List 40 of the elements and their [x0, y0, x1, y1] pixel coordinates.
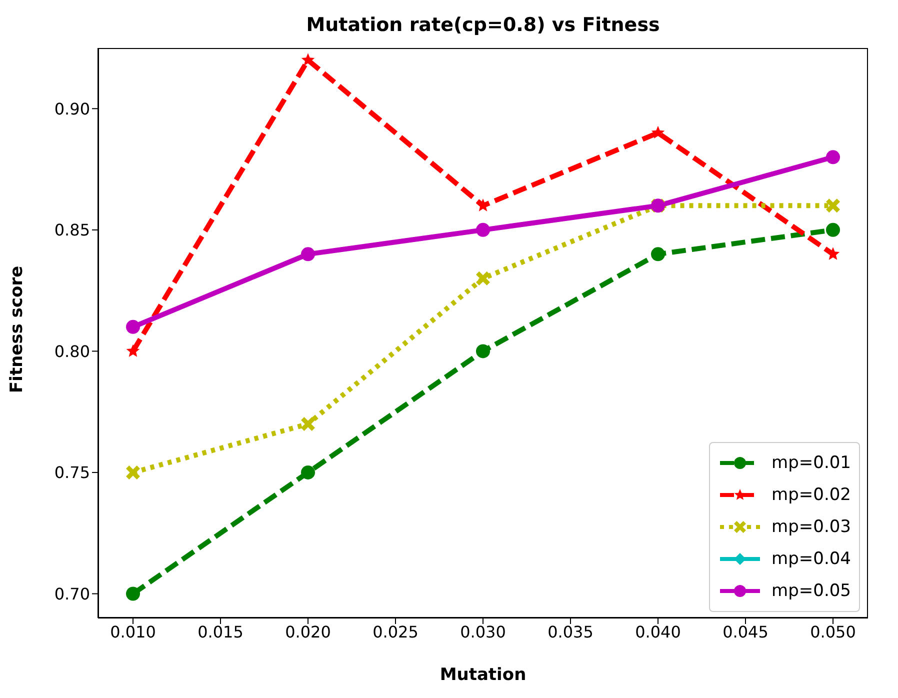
y-tick-label: 0.90 [54, 99, 90, 118]
y-tick-label: 0.70 [54, 584, 90, 604]
point [301, 465, 315, 480]
point [301, 416, 315, 431]
x-tick-label: 0.025 [372, 622, 418, 642]
legend-label: mp=0.05 [772, 581, 851, 601]
point [126, 344, 140, 357]
point [126, 465, 140, 480]
x-tick-label: 0.040 [635, 622, 681, 642]
legend-label: mp=0.03 [772, 517, 851, 537]
x-tick-label: 0.030 [460, 622, 506, 642]
x-tick-label: 0.045 [722, 622, 768, 642]
point [126, 586, 140, 601]
point [826, 150, 840, 164]
y-tick-label: 0.80 [54, 342, 90, 361]
point [826, 198, 840, 213]
point [301, 53, 315, 66]
x-axis-title: Mutation [440, 665, 526, 685]
point [651, 247, 665, 262]
point [476, 222, 490, 237]
x-tick-label: 0.050 [810, 622, 856, 642]
legend-label: mp=0.04 [772, 549, 851, 569]
point [476, 198, 490, 212]
point [476, 344, 490, 358]
legend-label: mp=0.02 [772, 485, 851, 505]
point [476, 271, 490, 286]
x-tick-label: 0.020 [285, 622, 331, 642]
point [126, 320, 140, 334]
y-tick-label: 0.85 [54, 220, 90, 240]
point [826, 247, 840, 260]
point [651, 126, 665, 139]
chart-title: Mutation rate(cp=0.8) vs Fitness [305, 14, 661, 36]
x-tick-label: 0.035 [548, 622, 594, 642]
x-tick-label: 0.010 [110, 622, 156, 642]
legend-label: mp=0.01 [772, 453, 851, 473]
y-axis-title: Fitness score [7, 266, 28, 393]
y-tick-label: 0.75 [54, 463, 90, 482]
point [826, 222, 840, 237]
point [301, 247, 315, 262]
x-tick-label: 0.015 [198, 622, 244, 642]
